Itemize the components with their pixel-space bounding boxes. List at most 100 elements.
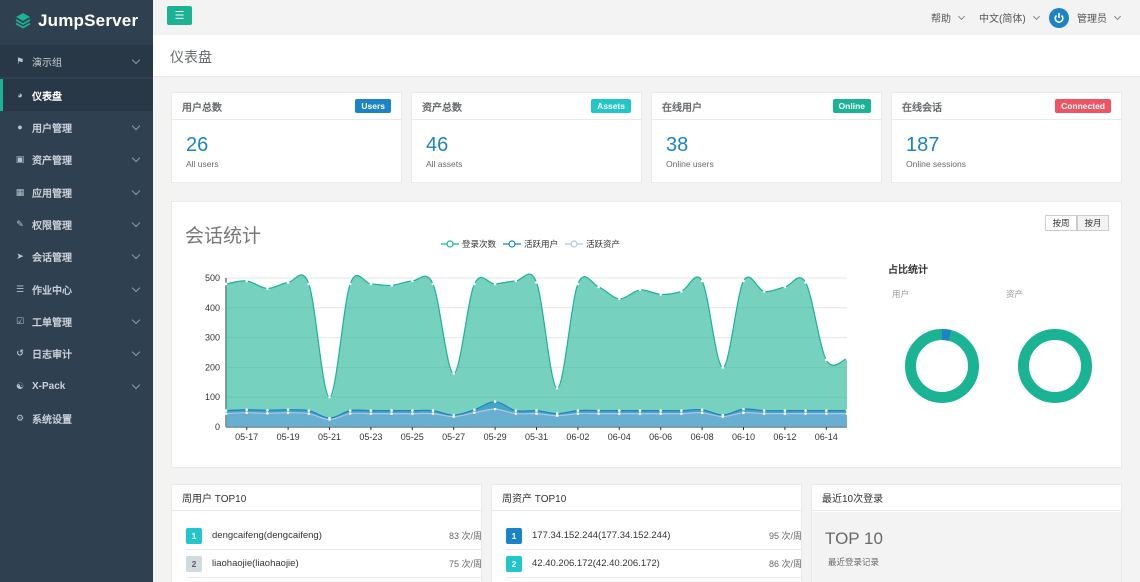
legend-item[interactable]: 活跃用户 bbox=[503, 238, 558, 250]
chevron-down-icon bbox=[131, 315, 141, 325]
sidebar-item-settings[interactable]: ⚙ 系统设置 bbox=[0, 402, 153, 434]
status-badge: Users bbox=[355, 99, 391, 113]
stat-card-assets: 资产总数 Assets 46 All assets bbox=[411, 92, 642, 183]
app-logo[interactable]: JumpServer bbox=[0, 0, 153, 42]
org-selector[interactable]: ⚑ 演示组 bbox=[0, 45, 153, 77]
language-menu[interactable]: 中文(简体) bbox=[979, 0, 1040, 35]
sidebar-item-xpack[interactable]: ☯ X-Pack bbox=[0, 370, 153, 402]
sidebar-item-label: 日志审计 bbox=[32, 349, 72, 361]
legend-item[interactable]: 活跃资产 bbox=[565, 238, 620, 250]
panel-title: 会话统计 bbox=[185, 226, 262, 247]
login-count: 75 次/周 bbox=[448, 559, 482, 569]
ratio-user-label: 用户 bbox=[892, 289, 910, 299]
chevron-down-icon bbox=[131, 250, 141, 260]
legend-marker-icon bbox=[565, 240, 583, 248]
panel-title: 最近10次登录 bbox=[822, 494, 884, 505]
language-label: 中文(简体) bbox=[979, 14, 1026, 25]
logo-icon bbox=[15, 13, 31, 29]
app-name: JumpServer bbox=[38, 11, 139, 30]
sidebar-item-label: 用户管理 bbox=[32, 123, 72, 135]
audit-icon: ↺ bbox=[16, 347, 24, 358]
sidebar-item-tickets[interactable]: ☑ 工单管理 bbox=[0, 305, 153, 337]
sidebar-item-sessions[interactable]: ➤ 会话管理 bbox=[0, 240, 153, 272]
sidebar-item-audit[interactable]: ↺ 日志审计 bbox=[0, 337, 153, 369]
access-count: 95 次/周 bbox=[768, 531, 802, 541]
top-assets-panel: 周资产 TOP10 1 177.34.152.244(177.34.152.24… bbox=[491, 484, 802, 582]
help-label: 帮助 bbox=[931, 14, 951, 25]
by-week-button[interactable]: 按周 bbox=[1045, 215, 1077, 231]
user-name: liaohaojie(liaohaojie) bbox=[212, 558, 299, 569]
sidebar-item-label: 资产管理 bbox=[32, 155, 72, 167]
power-avatar-icon bbox=[1049, 7, 1069, 28]
tickets-icon: ☑ bbox=[15, 315, 25, 326]
stat-caption: All assets bbox=[426, 159, 463, 169]
session-icon: ➤ bbox=[16, 250, 24, 261]
asset-name: 177.34.152.244(177.34.152.244) bbox=[532, 530, 671, 541]
card-title: 用户总数 bbox=[182, 102, 222, 114]
legend-item[interactable]: 登录次数 bbox=[441, 238, 496, 250]
card-title: 资产总数 bbox=[422, 102, 462, 114]
help-menu[interactable]: 帮助 bbox=[931, 0, 966, 35]
legend-label: 活跃资产 bbox=[586, 239, 621, 249]
rank-badge: 2 bbox=[506, 555, 522, 572]
sidebar-item-jobs[interactable]: ☰ 作业中心 bbox=[0, 273, 153, 305]
page-title: 仪表盘 bbox=[170, 49, 212, 65]
sidebar-item-assets[interactable]: ▣ 资产管理 bbox=[0, 143, 153, 175]
card-title: 在线会话 bbox=[902, 102, 942, 114]
panel-title: 周资产 TOP10 bbox=[502, 494, 567, 505]
sidebar-item-label: 工单管理 bbox=[32, 317, 72, 329]
user-name: dengcaifeng(dengcaifeng) bbox=[212, 530, 322, 541]
session-stats-panel bbox=[171, 201, 1122, 468]
jobs-icon: ☰ bbox=[15, 283, 25, 294]
menu-toggle-button[interactable]: ☰ bbox=[167, 6, 192, 25]
login-count: 83 次/周 bbox=[448, 531, 482, 541]
ratio-asset-label: 资产 bbox=[1006, 289, 1024, 299]
asset-name: 42.40.206.172(42.40.206.172) bbox=[532, 558, 660, 569]
apps-icon: ▦ bbox=[15, 186, 25, 197]
card-title: 在线用户 bbox=[662, 102, 702, 114]
sidebar: JumpServer ⚑ 演示组 ◕ 仪表盘 ● 用户管理 ▣ 资产管理 ▦ 应… bbox=[0, 0, 153, 582]
sidebar-item-label: 作业中心 bbox=[32, 285, 72, 297]
hamburger-icon: ☰ bbox=[174, 10, 185, 22]
legend-marker-icon bbox=[441, 240, 459, 248]
stat-value: 26 bbox=[186, 134, 209, 156]
list-item[interactable]: 1 177.34.152.244(177.34.152.244) 95 次/周 bbox=[506, 522, 802, 550]
bookmark-icon: ⚑ bbox=[15, 55, 25, 66]
stat-caption: All users bbox=[186, 159, 219, 169]
stat-value: 187 bbox=[906, 134, 940, 156]
ratio-title: 占比统计 bbox=[888, 265, 928, 276]
legend-label: 登录次数 bbox=[462, 239, 497, 249]
settings-icon: ⚙ bbox=[15, 412, 25, 423]
sidebar-item-label: 应用管理 bbox=[32, 188, 72, 200]
access-count: 86 次/周 bbox=[768, 559, 802, 569]
chevron-down-icon bbox=[131, 283, 141, 293]
recent-logins-caption: 最近登录记录 bbox=[828, 557, 880, 567]
list-item[interactable]: 2 42.40.206.172(42.40.206.172) 86 次/周 bbox=[506, 550, 802, 578]
xpack-icon: ☯ bbox=[15, 380, 25, 391]
page-heading: 仪表盘 bbox=[153, 35, 1140, 77]
status-badge: Connected bbox=[1055, 99, 1111, 113]
list-item[interactable]: 2 liaohaojie(liaohaojie) 75 次/周 bbox=[186, 550, 482, 578]
rank-badge: 1 bbox=[186, 527, 202, 544]
rank-badge: 2 bbox=[186, 555, 202, 572]
stat-value: 38 bbox=[666, 134, 689, 156]
chevron-down-icon bbox=[131, 218, 141, 228]
sidebar-item-permissions[interactable]: ✎ 权限管理 bbox=[0, 208, 153, 240]
sidebar-item-dashboard[interactable]: ◕ 仪表盘 bbox=[0, 79, 153, 111]
users-icon: ● bbox=[17, 122, 23, 132]
user-name: 管理员 bbox=[1077, 14, 1107, 25]
sidebar-item-label: 会话管理 bbox=[32, 252, 72, 264]
stat-caption: Online users bbox=[666, 159, 714, 169]
by-month-button[interactable]: 按月 bbox=[1077, 215, 1109, 231]
sidebar-item-users[interactable]: ● 用户管理 bbox=[0, 111, 153, 143]
chevron-down-icon bbox=[1032, 12, 1040, 20]
list-item[interactable]: 1 dengcaifeng(dengcaifeng) 83 次/周 bbox=[186, 522, 482, 550]
assets-icon: ▣ bbox=[15, 153, 25, 164]
status-badge: Assets bbox=[591, 99, 631, 113]
legend-marker-icon bbox=[503, 240, 521, 248]
sidebar-item-apps[interactable]: ▦ 应用管理 bbox=[0, 176, 153, 208]
user-menu[interactable]: 管理员 bbox=[1049, 0, 1122, 35]
chevron-down-icon bbox=[131, 380, 141, 390]
stat-value: 46 bbox=[426, 134, 449, 156]
sidebar-item-label: X-Pack bbox=[32, 380, 66, 392]
